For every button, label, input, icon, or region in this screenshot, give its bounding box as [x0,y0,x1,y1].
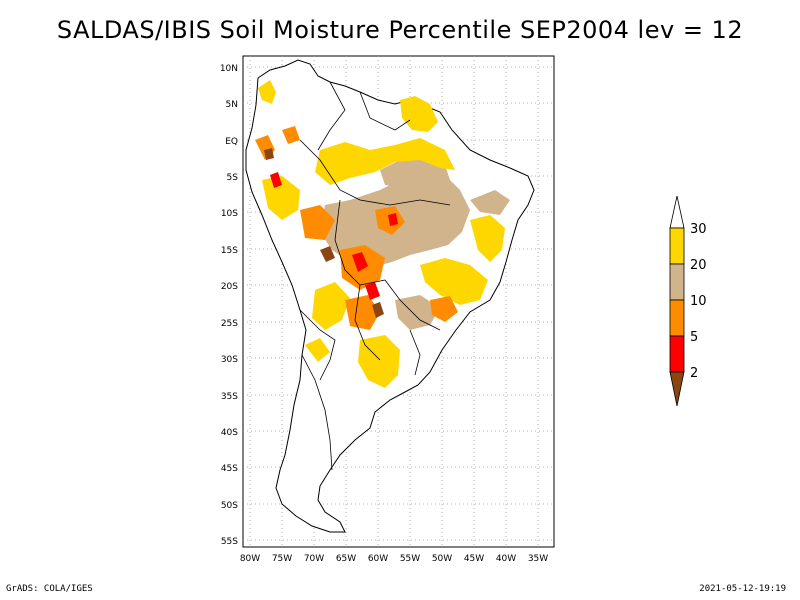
lat-tick-labels: 10N 5N EQ 5S 10S 15S 20S 25S 30S 35S 40S… [220,64,238,547]
lon-tick: 50W [432,554,452,564]
lat-tick: 55S [221,537,238,547]
lon-tick: 65W [336,554,356,564]
lat-tick: 45S [221,464,238,474]
colorbar-label: 30 [690,222,707,237]
lon-tick: 55W [400,554,420,564]
colorbar-label: 2 [690,366,698,381]
lon-tick: 75W [272,554,292,564]
lon-tick: 70W [304,554,324,564]
footer-credit: GrADS: COLA/IGES [6,584,93,594]
colorbar-swatch-5-10 [669,299,685,337]
map-frame [242,55,555,548]
lon-tick: 60W [368,554,388,564]
lat-tick: 35S [221,392,238,402]
lat-tick: 30S [221,355,238,365]
soil-moisture-shading [255,80,510,388]
colorbar-label: 20 [690,258,707,273]
map-title: SALDAS/IBIS Soil Moisture Percentile SEP… [56,16,744,44]
lon-tick: 35W [528,554,548,564]
lon-tick: 40W [496,554,516,564]
lat-tick: 25S [221,319,238,329]
colorbar-bottom-arrow [669,371,685,407]
lon-tick: 45W [464,554,484,564]
lon-tick-labels: 80W 75W 70W 65W 60W 55W 50W 45W 40W 35W [240,554,548,564]
lat-tick: 10S [221,209,238,219]
lat-tick: 10N [220,64,238,74]
country-borders [299,81,451,471]
colorbar-label: 5 [690,330,698,345]
colorbar-swatch-20-30 [669,227,685,265]
colorbar-swatch-10-20 [669,263,685,301]
lat-tick: 50S [221,501,238,511]
colorbar-swatch-2-5 [669,335,685,373]
lat-tick: 5N [226,100,238,110]
lon-tick: 80W [240,554,260,564]
lat-tick: 15S [221,246,238,256]
lat-tick: 40S [221,428,238,438]
lat-tick: 5S [227,173,239,183]
colorbar-label: 10 [690,294,707,309]
lat-tick: 20S [221,282,238,292]
footer-timestamp: 2021-05-12-19:19 [699,584,786,594]
lat-tick: EQ [225,137,238,147]
colorbar-top-arrow [669,195,685,229]
colorbar: 30 20 10 5 2 [669,195,707,407]
